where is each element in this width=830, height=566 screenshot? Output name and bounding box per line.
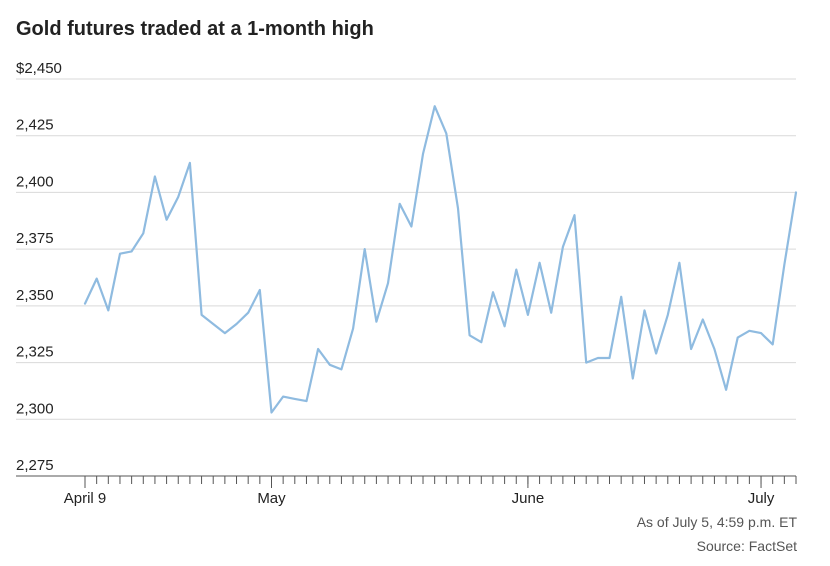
y-tick-label-2400: 2,400 <box>16 173 54 190</box>
y-tick-label-2350: 2,350 <box>16 287 54 304</box>
y-tick-label-2325: 2,325 <box>16 344 54 361</box>
gridlines <box>16 78 796 420</box>
gold-price-line <box>83 105 798 414</box>
y-tick-label-2425: 2,425 <box>16 117 54 134</box>
x-axis-ticks: April 9 May June July <box>64 476 797 507</box>
y-tick-label-2300: 2,300 <box>16 400 54 417</box>
chart-title: Gold futures traded at a 1-month high <box>16 18 374 40</box>
series-layer <box>83 105 798 414</box>
y-axis-tick-labels: $2,450 2,425 2,400 2,375 2,350 2,325 2,300 2,27… <box>16 60 62 474</box>
x-tick-label: June <box>512 490 545 507</box>
x-tick-label: April 9 <box>64 490 107 507</box>
as-of-note: As of July 5, 4:59 p.m. ET <box>637 514 798 530</box>
source-note: Source: FactSet <box>697 538 797 554</box>
y-tick-label-2450: $2,450 <box>16 60 62 77</box>
x-tick-label: July <box>748 490 775 507</box>
x-tick-label: May <box>257 490 286 507</box>
y-tick-label-2375: 2,375 <box>16 230 54 247</box>
y-tick-label-2275: 2,275 <box>16 457 54 474</box>
